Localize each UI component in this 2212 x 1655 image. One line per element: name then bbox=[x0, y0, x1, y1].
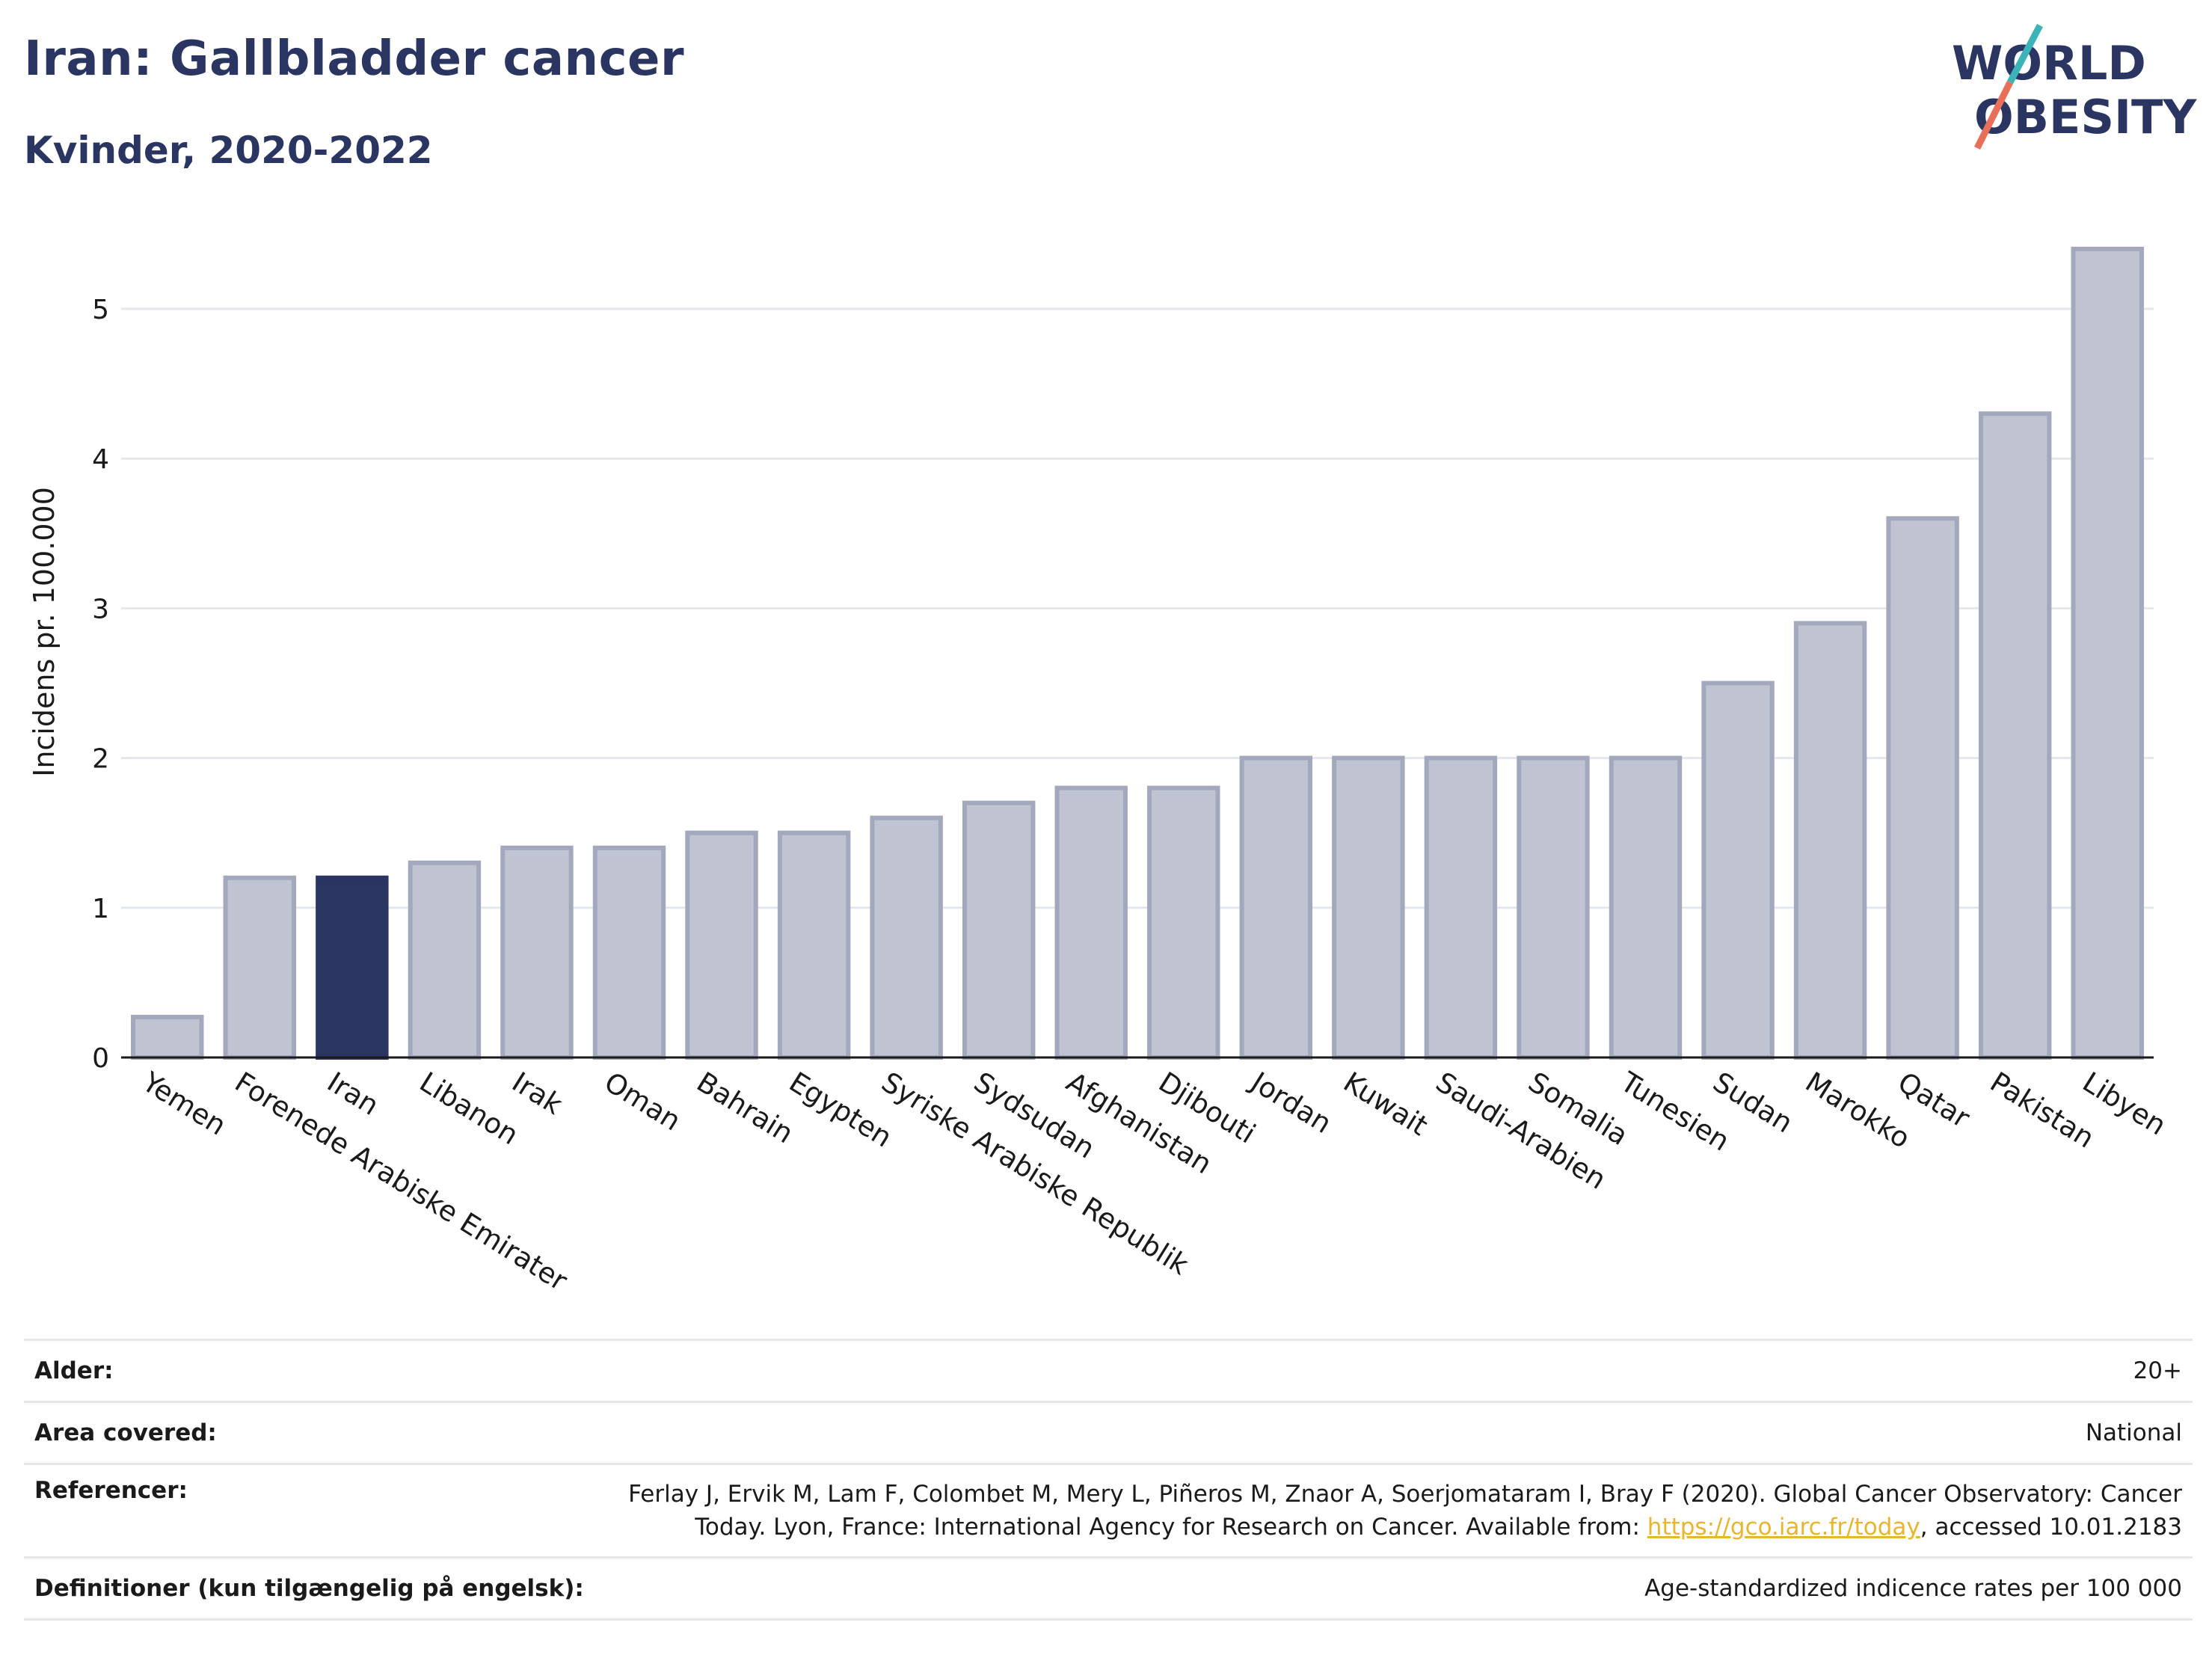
reference-text: Ferlay J, Ervik M, Lam F, Colombet M, Me… bbox=[627, 1478, 2182, 1544]
bar-oman bbox=[592, 845, 666, 1060]
y-tick-label: 2 bbox=[92, 744, 109, 775]
bar-syriske-arabiske-republik bbox=[870, 815, 943, 1060]
x-tick-label: Pakistan bbox=[1985, 1066, 2100, 1155]
logo-slash-red bbox=[1973, 80, 2014, 150]
x-tick-label: Jordan bbox=[1244, 1065, 1337, 1140]
info-label: Alder: bbox=[34, 1357, 114, 1384]
bar-afghanistan bbox=[1054, 785, 1128, 1060]
logo-line2: OBESITY bbox=[1974, 90, 2197, 144]
reference-citation: Ferlay J, Ervik M, Lam F, Colombet M, Me… bbox=[628, 1481, 2182, 1541]
bar-sydsudan bbox=[962, 800, 1036, 1060]
world-obesity-logo: WORLD OBESITY bbox=[1952, 23, 2197, 150]
logo-line1: WORLD bbox=[1952, 36, 2146, 90]
bar-forenede-arabiske-emirater bbox=[223, 875, 297, 1060]
bar-pakistan bbox=[1978, 411, 2052, 1060]
info-label: Referencer: bbox=[34, 1477, 188, 1504]
bar-djibouti bbox=[1147, 785, 1220, 1060]
reference-link[interactable]: https://gco.iarc.fr/today bbox=[1647, 1514, 1920, 1541]
bars bbox=[131, 246, 2144, 1060]
bar-egypten bbox=[777, 830, 851, 1060]
y-tick-label: 5 bbox=[92, 295, 109, 325]
bar-qatar bbox=[1886, 516, 1959, 1060]
y-tick-label: 3 bbox=[92, 594, 109, 624]
chart-subtitle: Kvinder, 2020-2022 bbox=[24, 129, 433, 172]
x-tick-label: Iran bbox=[322, 1066, 384, 1122]
info-row-age: Alder: 20+ bbox=[24, 1339, 2193, 1401]
chart-title: Iran: Gallbladder cancer bbox=[24, 31, 684, 87]
y-tick-label: 4 bbox=[92, 444, 109, 475]
x-tick-label: Egypten bbox=[784, 1066, 898, 1154]
x-tick-label: Kuwait bbox=[1338, 1066, 1434, 1142]
info-label: Definitioner (kun tilgængelig på engelsk… bbox=[34, 1575, 584, 1602]
info-value: National bbox=[2085, 1419, 2182, 1446]
bar-marokko bbox=[1793, 621, 1867, 1060]
info-table: Alder: 20+ Area covered: National Refere… bbox=[24, 1339, 2193, 1621]
y-tick-label: 0 bbox=[92, 1043, 109, 1074]
info-row-area: Area covered: National bbox=[24, 1401, 2193, 1463]
info-value: Age-standardized indicence rates per 100… bbox=[1644, 1575, 2182, 1602]
x-tick-label: Bahrain bbox=[691, 1066, 799, 1149]
bar-yemen bbox=[131, 1014, 204, 1060]
reference-accessed: , accessed 10.01.2183 bbox=[1920, 1514, 2182, 1541]
bar-somalia bbox=[1517, 755, 1590, 1060]
bar-kuwait bbox=[1332, 755, 1405, 1060]
x-tick-label: Libanon bbox=[414, 1066, 524, 1151]
x-tick-label: Oman bbox=[599, 1066, 686, 1137]
bar-sudan bbox=[1701, 681, 1775, 1060]
bar-libyen bbox=[2071, 246, 2144, 1060]
y-axis-label: Incidens pr. 100.000 bbox=[28, 487, 61, 777]
bar-iran bbox=[316, 875, 389, 1060]
bar-saudi-arabien bbox=[1424, 755, 1498, 1060]
info-value: 20+ bbox=[2133, 1357, 2182, 1384]
x-tick-label: Yemen bbox=[136, 1066, 232, 1142]
info-label: Area covered: bbox=[34, 1419, 217, 1446]
y-tick-label: 1 bbox=[92, 894, 109, 924]
info-row-definitions: Definitioner (kun tilgængelig på engelsk… bbox=[24, 1556, 2193, 1621]
x-tick-label: Marokko bbox=[1800, 1066, 1916, 1155]
bar-irak bbox=[500, 845, 574, 1060]
bar-bahrain bbox=[685, 830, 758, 1060]
logo-slash-teal bbox=[2007, 23, 2043, 85]
bar-jordan bbox=[1239, 755, 1313, 1060]
bar-libanon bbox=[408, 860, 482, 1060]
x-tick-label: Irak bbox=[506, 1066, 568, 1121]
info-row-references: Referencer: Ferlay J, Ervik M, Lam F, Co… bbox=[24, 1463, 2193, 1556]
bar-tunesien bbox=[1609, 755, 1683, 1060]
